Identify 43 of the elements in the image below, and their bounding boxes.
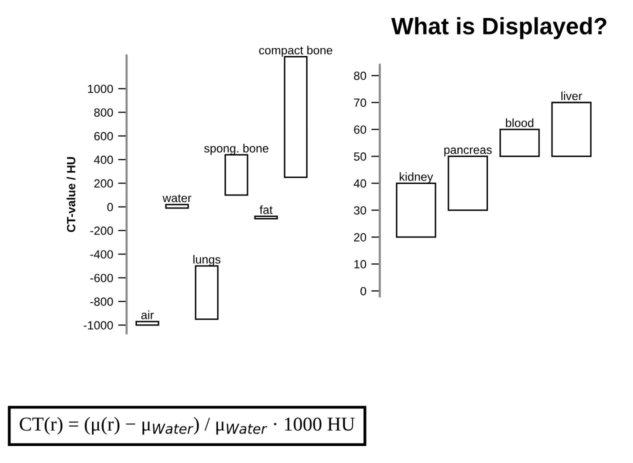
x-tick-label: liver [561,92,582,100]
bar [254,216,278,220]
y-tick-label: 200 [94,179,113,188]
x-tick-label: blood [506,118,534,128]
bar [224,154,248,196]
y-tick-label: 800 [94,108,113,117]
y-tick-label: 40 [354,179,366,188]
bar [165,204,189,209]
bar [136,320,160,326]
x-tick-label: lungs [193,254,220,266]
y-tick-label: -400 [90,250,113,259]
y-axis-title: CT-value / HU [66,157,76,232]
y-tick-label: 60 [354,125,366,134]
y-tick-label: 400 [94,156,113,164]
y-tick-label: -1000 [84,321,113,330]
y-tick-label: 1000 [88,84,113,94]
y-tick-label: 80 [354,72,366,80]
y-tick-label: 30 [354,206,366,215]
y-tick-label: 10 [354,260,366,268]
bar [194,265,219,320]
x-tick-label: water [162,194,192,202]
x-tick-label: air [141,310,154,320]
y-tick-label: 600 [94,132,113,140]
y-tick-label: 20 [354,233,366,242]
chart-title: What is Displayed? [391,17,606,40]
y-tick-label: 0 [107,202,113,212]
x-tick-label: pancreas [444,148,492,156]
y-tick-label: 70 [354,98,366,107]
y-tick-label: 50 [354,152,366,161]
x-tick-label: kidney [400,172,434,184]
y-tick-label: -800 [90,297,113,306]
x-tick-label: fat [260,205,273,214]
text: CT(r) = (μ(r) − μ$_{Water}$) / μ$_{Water}$ · 1000 HU [20,417,355,435]
bar [500,128,540,158]
bar [396,182,436,238]
y-tick-label: -200 [90,226,113,235]
bar [284,56,308,178]
x-tick-label: compact bone [259,46,332,57]
x-tick-label: spong. bone [204,144,268,155]
bar [448,156,488,211]
bar [551,102,592,158]
y-tick-label: -600 [90,274,113,282]
y-tick-label: 0 [360,286,366,296]
